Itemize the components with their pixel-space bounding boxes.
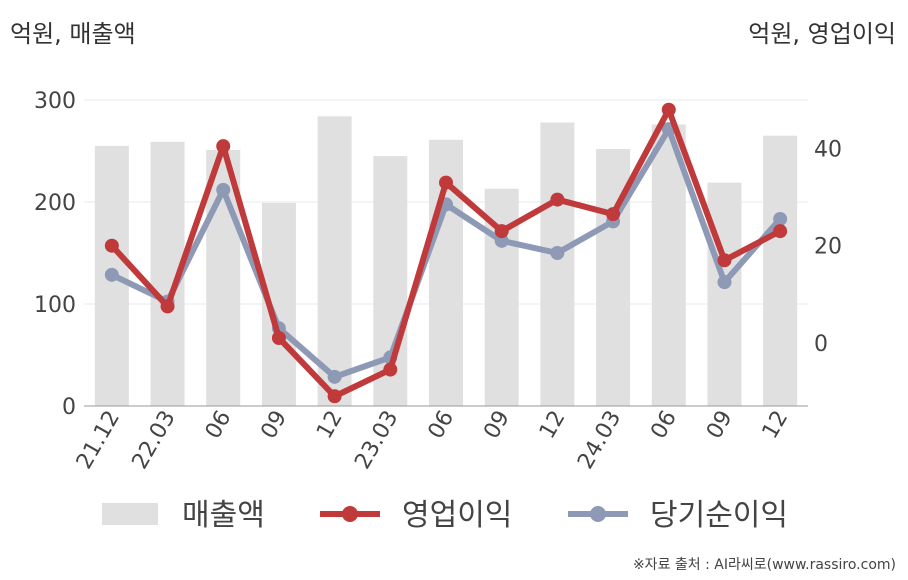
right-y-tick-label: 20 [814, 235, 842, 260]
x-tick-label: 09 [702, 407, 738, 444]
x-tick-label: 24.03 [573, 407, 626, 474]
x-tick-label: 12 [535, 407, 571, 444]
right-y-tick-label: 40 [814, 138, 842, 163]
operating-profit-point [271, 331, 286, 345]
x-tick-label: 12 [312, 407, 348, 444]
operating-profit-point [383, 362, 398, 377]
legend-label-net-income: 당기순이익 [650, 498, 788, 533]
x-tick-label: 06 [424, 407, 460, 444]
x-tick-label: 21.12 [72, 407, 125, 474]
operating-profit-point [439, 175, 453, 190]
net-income-point [773, 212, 788, 226]
operating-profit-point [661, 102, 676, 117]
net-income-point [216, 182, 231, 197]
x-tick-label: 09 [256, 407, 292, 444]
x-tick-label: 09 [479, 407, 515, 444]
right-y-tick-label: 0 [814, 332, 828, 357]
legend-label-revenue: 매출액 [182, 498, 265, 533]
net-income-point [494, 233, 509, 248]
net-income-point [327, 369, 342, 384]
operating-profit-point [494, 224, 509, 239]
operating-profit-point [773, 224, 788, 239]
legend-label-operating-profit: 영업이익 [402, 498, 512, 533]
left-y-tick-label: 0 [62, 395, 76, 420]
operating-profit-point [104, 238, 119, 253]
legend-marker-net-income [590, 506, 606, 522]
x-tick-label: 22.03 [128, 407, 181, 474]
right-axis-unit-label: 억원, 영업이익 [748, 20, 896, 48]
bar [707, 182, 742, 406]
x-tick-label: 12 [758, 407, 794, 444]
bar [763, 135, 798, 406]
bar [651, 124, 686, 406]
bar [317, 116, 352, 406]
legend-marker-operating-profit [342, 506, 358, 522]
left-y-tick-label: 200 [34, 191, 76, 216]
net-income-point [104, 267, 119, 282]
net-income-point [550, 246, 565, 260]
left-y-tick-label: 300 [34, 89, 76, 114]
operating-profit-point [160, 299, 175, 314]
operating-profit-point [327, 389, 342, 404]
operating-profit-point [717, 253, 732, 268]
left-axis-unit-label: 억원, 매출액 [10, 20, 136, 48]
legend-swatch-revenue [102, 503, 158, 525]
operating-profit-point [550, 192, 565, 207]
bar [540, 122, 575, 406]
operating-profit-point [216, 139, 231, 154]
left-y-tick-label: 100 [34, 293, 76, 318]
net-income-point [717, 275, 732, 290]
x-tick-label: 23.03 [350, 407, 403, 474]
operating-profit-point [606, 207, 621, 222]
source-note: ※자료 출처 : AI라씨로(www.rassiro.com) [632, 557, 896, 573]
x-tick-label: 06 [646, 407, 682, 444]
x-tick-label: 06 [201, 407, 237, 444]
